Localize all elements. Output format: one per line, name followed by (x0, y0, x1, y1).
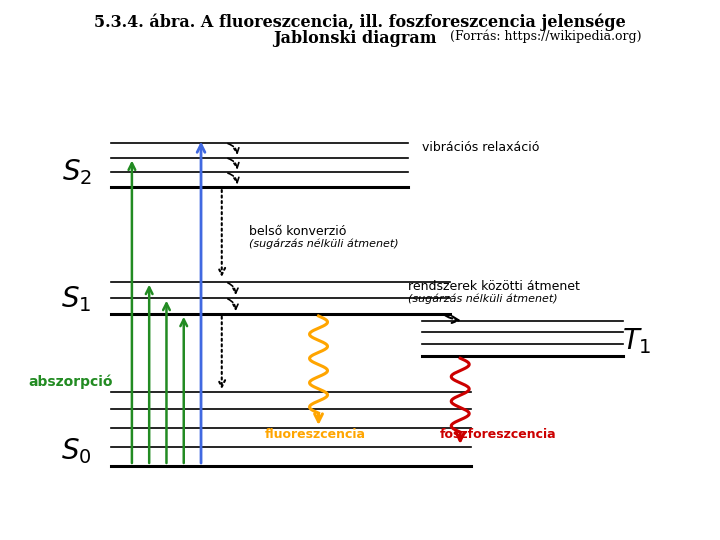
Text: rendszerek közötti átmenet: rendszerek közötti átmenet (408, 280, 580, 293)
Text: abszorpció: abszorpció (28, 374, 113, 389)
Text: $S_1$: $S_1$ (61, 284, 91, 314)
Text: (sugárzás nélküli átmenet): (sugárzás nélküli átmenet) (408, 293, 558, 303)
Text: belső konverzió: belső konverzió (249, 225, 347, 238)
Text: $S_2$: $S_2$ (62, 158, 91, 187)
Text: $S_0$: $S_0$ (61, 436, 92, 466)
Text: foszforeszcencia: foszforeszcencia (440, 428, 557, 441)
Text: (sugárzás nélküli átmenet): (sugárzás nélküli átmenet) (249, 239, 399, 249)
Text: 5.3.4. ábra. A fluoreszcencia, ill. foszforeszcencia jelensége: 5.3.4. ábra. A fluoreszcencia, ill. fosz… (94, 14, 626, 31)
Text: (Forrás: https://wikipedia.org): (Forrás: https://wikipedia.org) (446, 30, 642, 43)
Text: vibrációs relaxáció: vibrációs relaxáció (422, 140, 539, 153)
Text: fluoreszcencia: fluoreszcencia (264, 428, 366, 441)
Text: Jablonski diagram: Jablonski diagram (274, 30, 437, 46)
Text: $T_1$: $T_1$ (621, 326, 652, 356)
